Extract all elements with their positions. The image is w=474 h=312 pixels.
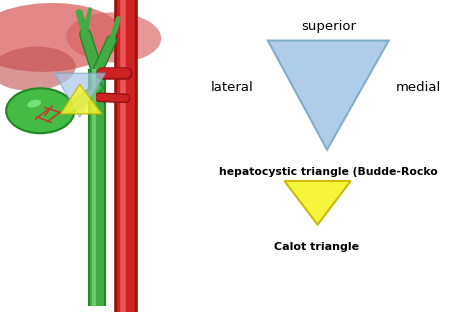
Circle shape: [6, 88, 74, 133]
Polygon shape: [61, 84, 102, 114]
Polygon shape: [268, 41, 389, 150]
Ellipse shape: [0, 3, 123, 72]
Ellipse shape: [27, 100, 41, 108]
Ellipse shape: [0, 46, 75, 91]
Text: lateral: lateral: [211, 81, 254, 94]
Text: Calot triangle: Calot triangle: [274, 242, 359, 252]
Polygon shape: [284, 181, 351, 225]
Text: medial: medial: [396, 81, 441, 94]
Text: hepatocystic triangle (Budde-Rocko: hepatocystic triangle (Budde-Rocko: [219, 167, 438, 177]
Text: superior: superior: [301, 20, 356, 33]
Polygon shape: [55, 73, 105, 117]
Ellipse shape: [66, 12, 161, 62]
